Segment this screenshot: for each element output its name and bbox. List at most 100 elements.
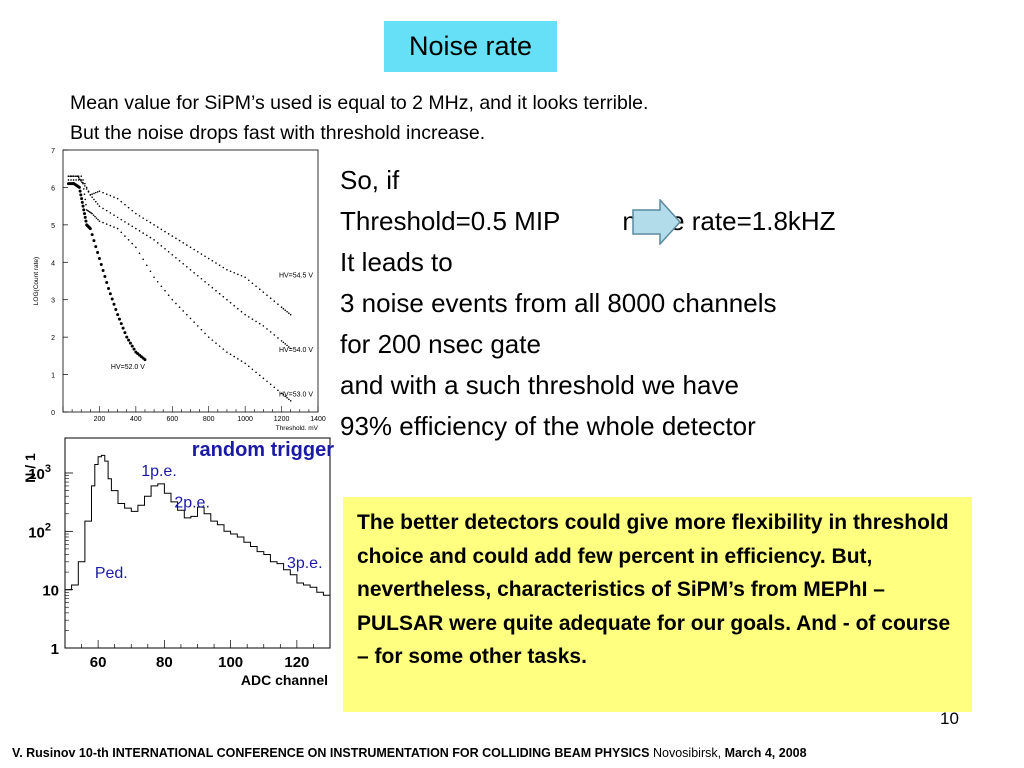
- right-arrow-icon: [632, 199, 682, 245]
- peak-annotation: 3p.e.: [287, 555, 323, 572]
- data-point: [182, 310, 185, 312]
- conclusion-line-5: for 200 nsec gate: [340, 329, 541, 359]
- threshold-text: Threshold=0.5 MIP: [340, 206, 561, 236]
- data-point: [237, 358, 239, 360]
- data-point: [204, 280, 206, 283]
- data-point: [93, 192, 95, 195]
- data-point: [167, 294, 170, 297]
- data-point: [105, 280, 109, 284]
- data-point: [269, 331, 272, 333]
- data-point: [113, 226, 115, 228]
- data-point: [116, 227, 119, 230]
- data-point: [145, 219, 148, 222]
- data-point: [120, 231, 123, 234]
- y-tick-label: 7: [51, 148, 55, 155]
- data-point: [108, 292, 112, 296]
- data-point: [131, 209, 134, 212]
- data-point: [204, 255, 206, 258]
- data-point: [94, 215, 96, 218]
- data-point: [95, 217, 98, 219]
- data-point: [196, 325, 199, 327]
- data-point: [247, 279, 250, 282]
- data-point: [149, 221, 152, 224]
- data-point: [72, 179, 75, 181]
- data-point: [240, 274, 243, 277]
- data-point: [182, 262, 185, 265]
- data-point: [288, 398, 290, 401]
- data-point: [85, 188, 88, 190]
- data-point: [233, 304, 236, 307]
- data-point: [138, 230, 141, 232]
- footer-author-conference: V. Rusinov 10-th INTERNATIONAL CONFERENC…: [12, 746, 650, 760]
- data-point: [255, 371, 257, 374]
- data-point: [164, 248, 166, 250]
- data-point: [226, 351, 228, 353]
- y-axis-label: LOG(Count rate): [33, 257, 40, 305]
- data-point: [131, 225, 134, 228]
- data-point: [233, 271, 236, 274]
- x-tick-label: 120: [284, 654, 309, 671]
- x-tick-label: 60: [90, 654, 107, 671]
- data-point: [193, 248, 195, 251]
- data-point: [83, 215, 87, 219]
- data-point: [284, 309, 287, 311]
- data-point: [121, 326, 125, 330]
- data-point: [282, 393, 285, 396]
- x-axis-label: ADC channel: [241, 672, 328, 688]
- data-point: [222, 348, 225, 350]
- data-point: [98, 205, 101, 207]
- plot-frame: [62, 149, 319, 413]
- data-point: [97, 257, 101, 261]
- x-tick-label: 600: [166, 416, 178, 423]
- data-point: [284, 395, 287, 398]
- data-point: [196, 274, 199, 277]
- y-tick-label: 5: [51, 223, 55, 230]
- data-point: [189, 268, 192, 271]
- x-axis-label: Threshold, mV: [276, 425, 319, 430]
- x-tick-label: 1400: [310, 416, 326, 423]
- data-point: [156, 242, 159, 244]
- data-point: [138, 252, 141, 255]
- data-point: [240, 360, 243, 362]
- data-point: [84, 198, 87, 201]
- data-point: [78, 189, 82, 193]
- data-point: [124, 235, 126, 237]
- data-point: [215, 262, 217, 264]
- data-point: [277, 337, 279, 339]
- conclusion-line-7: 93% efficiency of the whole detector: [340, 411, 756, 441]
- data-point: [85, 186, 88, 189]
- data-point: [79, 193, 83, 197]
- conclusion-line-3: It leads to: [340, 247, 453, 277]
- x-tick-label: 400: [130, 416, 142, 423]
- data-point: [237, 273, 239, 276]
- data-point: [207, 257, 210, 260]
- data-point: [160, 285, 163, 288]
- data-point: [226, 268, 228, 271]
- data-point: [116, 197, 119, 200]
- data-point: [130, 344, 134, 348]
- data-point: [273, 386, 276, 389]
- data-point: [149, 270, 152, 273]
- data-point: [138, 215, 141, 217]
- y-tick-label: 3: [51, 298, 55, 305]
- y-axis-label: N / 1: [22, 453, 38, 483]
- data-point: [80, 197, 84, 201]
- data-point: [286, 310, 288, 313]
- data-point: [135, 212, 137, 215]
- data-point: [266, 294, 268, 297]
- data-point: [171, 254, 174, 256]
- threshold-scan-chart: 0 1 2 3 4 5 6 7 200 400 600 800 1000 1200 1400 Threshol…: [33, 148, 326, 430]
- data-point: [247, 365, 250, 368]
- data-point: [178, 306, 181, 308]
- data-point: [258, 374, 261, 377]
- data-point: [94, 191, 97, 194]
- data-point: [77, 185, 81, 189]
- data-point: [171, 235, 174, 237]
- data-point: [273, 334, 276, 336]
- data-point: [156, 226, 159, 228]
- data-point: [85, 203, 87, 206]
- data-point: [215, 342, 217, 344]
- data-point: [101, 269, 105, 273]
- data-point: [83, 193, 86, 195]
- data-point: [218, 345, 221, 347]
